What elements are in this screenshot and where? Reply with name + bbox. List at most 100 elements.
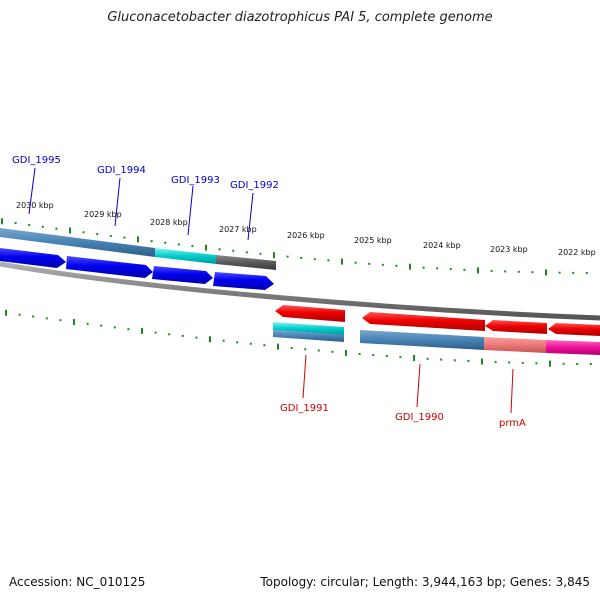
tick-minor bbox=[246, 251, 248, 253]
tick-minor bbox=[96, 233, 98, 235]
cds-segment-gray bbox=[216, 255, 276, 270]
tick-minor bbox=[87, 323, 89, 325]
tick-minor bbox=[386, 355, 388, 357]
tick-major bbox=[1, 218, 3, 224]
tick-minor bbox=[450, 268, 452, 270]
cds-segment-salmon bbox=[484, 337, 546, 353]
tick-minor bbox=[427, 358, 429, 360]
scale-label: 2022 kbp bbox=[558, 248, 596, 257]
tick-minor bbox=[250, 343, 252, 345]
tick-minor bbox=[559, 272, 561, 274]
tick-minor bbox=[182, 335, 184, 337]
tick-minor bbox=[259, 253, 261, 255]
tick-major bbox=[69, 228, 71, 234]
tick-major bbox=[341, 259, 343, 265]
tick-minor bbox=[355, 262, 357, 264]
label-leader-line bbox=[188, 186, 193, 235]
tick-minor bbox=[372, 354, 374, 356]
tick-minor bbox=[164, 242, 166, 244]
tick-minor bbox=[454, 359, 456, 361]
tick-minor bbox=[232, 250, 234, 252]
tick-minor bbox=[504, 270, 506, 272]
tick-minor bbox=[304, 348, 306, 350]
gene-label-gdi-1992[interactable]: GDI_1992 bbox=[230, 180, 279, 191]
tick-minor bbox=[55, 228, 57, 230]
tick-major bbox=[481, 359, 483, 365]
gene-label-gdi-1995[interactable]: GDI_1995 bbox=[12, 155, 61, 166]
tick-minor bbox=[399, 356, 401, 358]
tick-minor bbox=[236, 341, 238, 343]
tick-major bbox=[549, 361, 551, 367]
tick-major bbox=[5, 310, 7, 316]
lower-gene-labels: GDI_1991 GDI_1990 prmA bbox=[280, 355, 526, 429]
gene-label-prmA[interactable]: prmA bbox=[499, 418, 526, 429]
gene-arrow-gdi-1990[interactable] bbox=[362, 312, 485, 331]
gene-label-gdi-1990[interactable]: GDI_1990 bbox=[395, 412, 444, 423]
gene-arrow-next[interactable] bbox=[548, 323, 600, 336]
tick-minor bbox=[123, 237, 125, 239]
tick-major bbox=[409, 264, 411, 270]
gene-arrow-gdi-1991[interactable] bbox=[275, 305, 345, 322]
label-leader-line bbox=[303, 355, 306, 398]
tick-minor bbox=[100, 325, 102, 327]
tick-minor bbox=[83, 231, 85, 233]
gene-label-gdi-1993[interactable]: GDI_1993 bbox=[171, 175, 220, 186]
tick-minor bbox=[314, 258, 316, 260]
tick-minor bbox=[223, 340, 225, 342]
gene-arrow-prmA[interactable] bbox=[485, 320, 547, 334]
tick-major bbox=[209, 336, 211, 342]
tick-minor bbox=[495, 361, 497, 363]
tick-major bbox=[141, 328, 143, 334]
tick-major bbox=[73, 319, 75, 325]
gene-label-gdi-1994[interactable]: GDI_1994 bbox=[97, 165, 146, 176]
tick-minor bbox=[42, 226, 44, 228]
tick-major bbox=[413, 355, 415, 361]
tick-minor bbox=[522, 362, 524, 364]
tick-minor bbox=[59, 319, 61, 321]
tick-major bbox=[477, 267, 479, 273]
scale-label: 2024 kbp bbox=[423, 241, 461, 250]
accession-text: Accession: NC_010125 bbox=[9, 575, 145, 589]
tick-minor bbox=[263, 344, 265, 346]
tick-minor bbox=[178, 244, 180, 246]
label-leader-line bbox=[417, 364, 420, 407]
tick-minor bbox=[127, 328, 129, 330]
tick-minor bbox=[151, 240, 153, 242]
scale-label: 2027 kbp bbox=[219, 225, 257, 234]
cds-segment-magenta bbox=[546, 340, 600, 355]
tick-minor bbox=[19, 314, 21, 316]
label-leader-line bbox=[511, 369, 513, 413]
tick-minor bbox=[110, 235, 112, 237]
gene-label-gdi-1991[interactable]: GDI_1991 bbox=[280, 403, 329, 414]
tick-minor bbox=[168, 333, 170, 335]
gene-arrow-gdi-1993[interactable] bbox=[152, 266, 213, 284]
tick-minor bbox=[28, 224, 30, 226]
tick-minor bbox=[318, 350, 320, 352]
tick-minor bbox=[219, 248, 221, 250]
tick-minor bbox=[508, 362, 510, 364]
tick-minor bbox=[300, 257, 302, 259]
tick-minor bbox=[563, 363, 565, 365]
scale-label: 2028 kbp bbox=[150, 218, 188, 227]
scale-label: 2026 kbp bbox=[287, 231, 325, 240]
scale-label: 2023 kbp bbox=[490, 245, 528, 254]
tick-minor bbox=[32, 316, 34, 318]
tick-minor bbox=[15, 222, 17, 224]
gene-arrow-gdi-1992[interactable] bbox=[213, 272, 274, 290]
genome-summary-text: Topology: circular; Length: 3,944,163 bp… bbox=[260, 575, 590, 589]
tick-major bbox=[137, 236, 139, 242]
tick-major bbox=[205, 245, 207, 251]
tick-minor bbox=[535, 362, 537, 364]
tick-minor bbox=[590, 363, 592, 365]
tick-minor bbox=[586, 272, 588, 274]
tick-minor bbox=[331, 351, 333, 353]
tick-minor bbox=[195, 337, 197, 339]
cds-segment-steel bbox=[360, 330, 484, 350]
tick-minor bbox=[531, 271, 533, 273]
tick-minor bbox=[423, 267, 425, 269]
tick-minor bbox=[382, 264, 384, 266]
tick-minor bbox=[395, 265, 397, 267]
tick-minor bbox=[491, 270, 493, 272]
